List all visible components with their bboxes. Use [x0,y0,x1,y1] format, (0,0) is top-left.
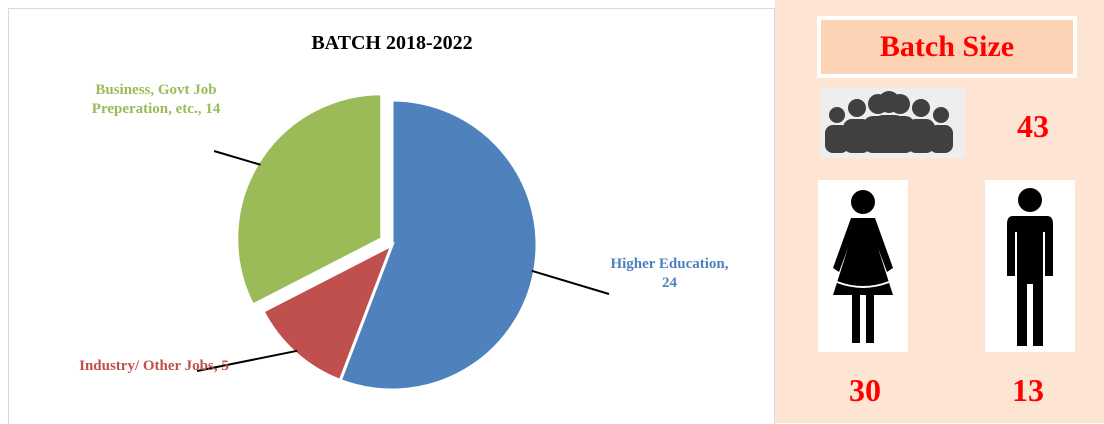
chart-title: BATCH 2018-2022 [311,32,472,54]
label-category: Business, Govt Job Preperation, etc., [91,82,217,117]
chart: BATCH 2018-2022 [196,32,610,392]
chart-panel: BATCH 2018-2022 Higher Education, 24 Indu… [8,8,775,424]
total-count: 43 [1017,108,1049,144]
batch-title: Batch Size [817,16,1077,78]
data-label: Industry/ Other Jobs, 5 [79,357,229,376]
label-value: 24 [662,275,677,291]
label-value: 14 [205,101,221,117]
label-category: Industry/ Other Jobs, [79,358,218,374]
leader-line [213,150,261,166]
female-icon [818,180,908,352]
leader-line [531,269,610,295]
male-icon [985,180,1075,352]
batch-panel: Batch Size [775,0,1104,423]
group-icon [820,88,965,158]
icons [818,88,1075,352]
pie-slice [261,241,395,383]
data-label: Higher Education, 24 [607,255,732,293]
leader-line [196,349,298,372]
male-count: 13 [1012,372,1044,408]
data-label: Business, Govt Job Preperation, etc., 14 [81,81,231,119]
label-value: 5 [221,358,229,374]
female-count: 30 [849,372,881,408]
label-category: Higher Education, [610,256,729,272]
